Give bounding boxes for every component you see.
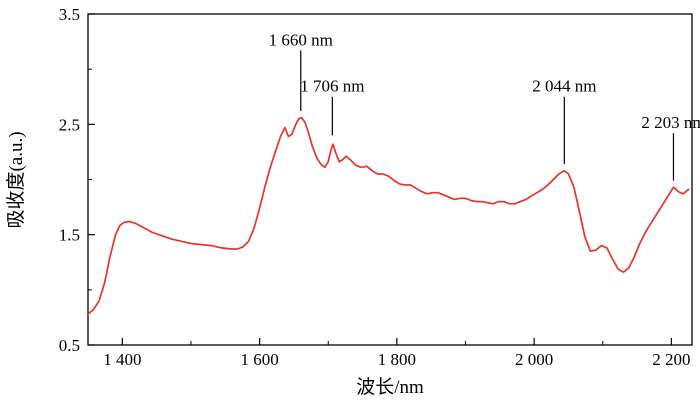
x-tick-label: 1 600 (240, 350, 278, 369)
x-tick-label: 2 200 (652, 350, 690, 369)
x-tick-label: 2 000 (515, 350, 553, 369)
x-tick-label: 1 400 (103, 350, 141, 369)
y-axis-label: 吸收度(a.u.) (5, 131, 27, 228)
annotation-label: 1 660 nm (269, 30, 333, 49)
y-tick-label: 3.5 (59, 5, 80, 24)
y-tick-label: 2.5 (59, 115, 80, 134)
x-tick-label: 1 800 (378, 350, 416, 369)
x-axis-label: 波长/nm (356, 376, 424, 398)
annotation-label: 2 044 nm (532, 77, 596, 96)
plot-frame (87, 13, 693, 346)
annotation-label: 2 203 nm (641, 113, 700, 132)
spectrum-curve (87, 116, 690, 315)
y-tick-label: 1.5 (59, 226, 80, 245)
annotation-label: 1 706 nm (300, 77, 364, 96)
y-tick-label: 0.5 (59, 336, 80, 355)
